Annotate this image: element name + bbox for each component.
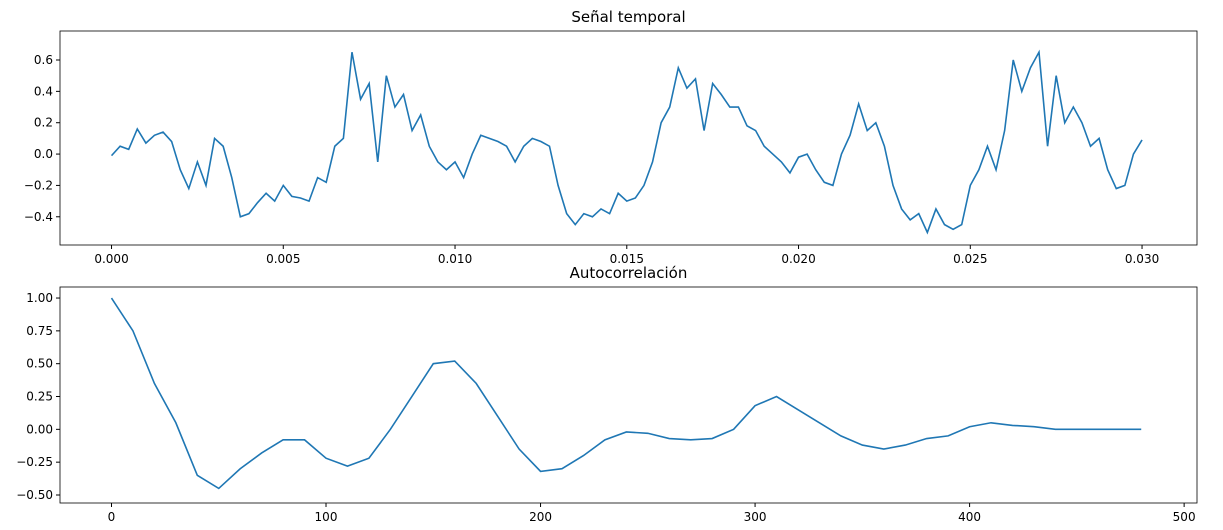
x-tick-label: 200 <box>529 510 552 524</box>
line-series <box>110 49 1143 235</box>
y-tick-label: 0.00 <box>26 422 53 436</box>
x-tick-label: 100 <box>315 510 338 524</box>
y-tick-label: −0.50 <box>16 488 53 502</box>
y-tick-label: 0.75 <box>26 324 53 338</box>
axes-frame <box>59 30 1198 246</box>
x-tick-label: 0 <box>108 510 116 524</box>
x-tick-label: 0.030 <box>1125 252 1159 266</box>
y-tick-label: 0.50 <box>26 357 53 371</box>
x-tick-label: 0.020 <box>781 252 815 266</box>
chart-title: Señal temporal <box>571 8 685 26</box>
x-tick-label: 0.010 <box>438 252 472 266</box>
y-tick-label: 0.0 <box>34 147 53 161</box>
y-tick-label: −0.4 <box>24 210 53 224</box>
axes-frame <box>59 286 1198 504</box>
y-tick-label: 0.2 <box>34 116 53 130</box>
x-tick-label: 400 <box>958 510 981 524</box>
y-tick-label: 1.00 <box>26 291 53 305</box>
y-tick-label: −0.2 <box>24 178 53 192</box>
chart-title: Autocorrelación <box>570 264 688 282</box>
x-tick-label: 0.015 <box>610 252 644 266</box>
y-tick-label: 0.4 <box>34 84 53 98</box>
y-tick-label: −0.25 <box>16 455 53 469</box>
y-tick-label: 0.6 <box>34 53 53 67</box>
y-tick-label: 0.25 <box>26 390 53 404</box>
x-tick-label: 0.000 <box>94 252 128 266</box>
x-tick-label: 500 <box>1173 510 1196 524</box>
line-series <box>110 297 1142 490</box>
x-tick-label: 0.005 <box>266 252 300 266</box>
x-tick-label: 300 <box>744 510 767 524</box>
x-tick-label: 0.025 <box>953 252 987 266</box>
